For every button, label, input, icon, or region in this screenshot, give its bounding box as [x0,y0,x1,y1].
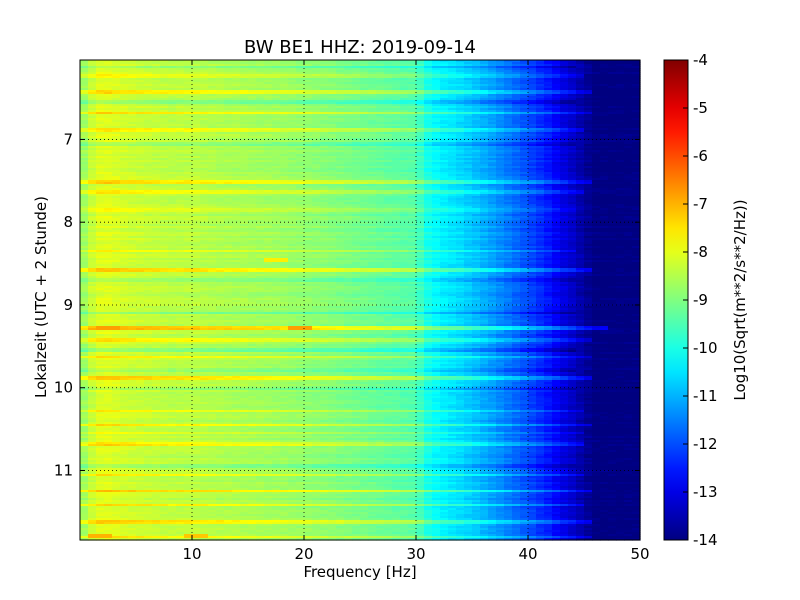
chart-title: BW BE1 HHZ: 2019-09-14 [244,37,476,58]
heatmap-cells [80,60,641,541]
